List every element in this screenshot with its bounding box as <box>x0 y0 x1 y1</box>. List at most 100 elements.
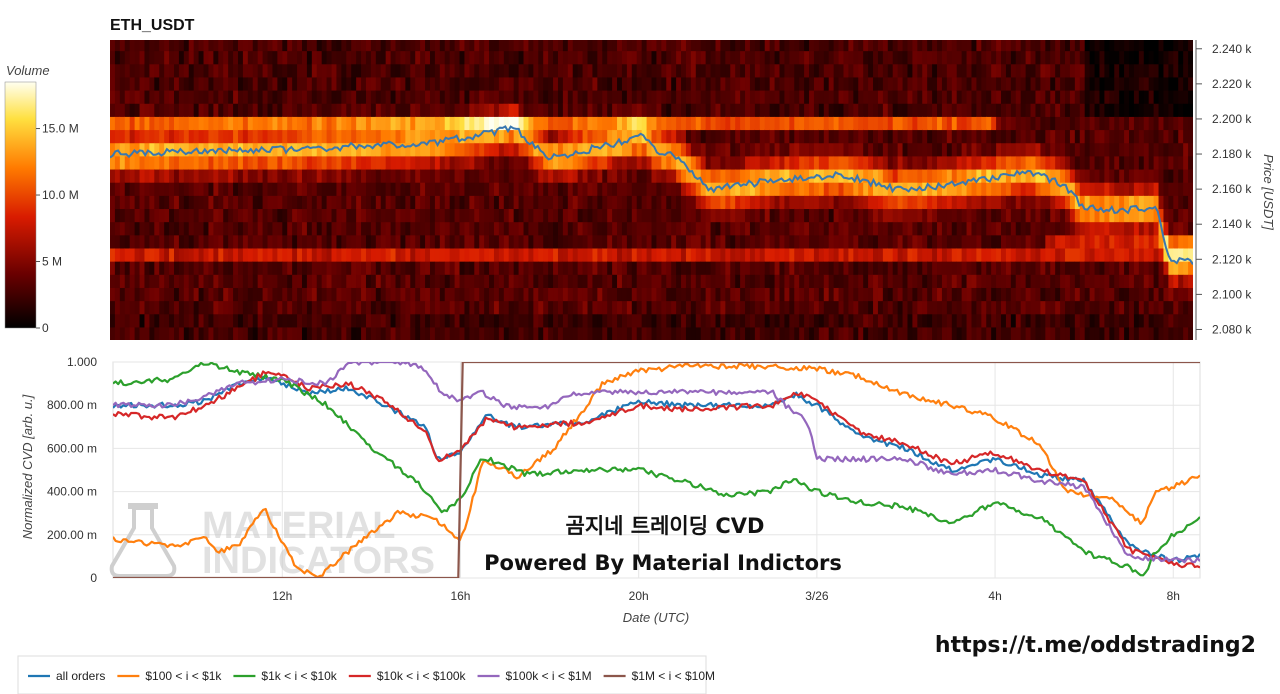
heatmap-cell <box>390 103 397 117</box>
heatmap-cell <box>415 195 421 210</box>
heatmap-cell <box>543 129 549 144</box>
heatmap-cell <box>818 103 825 117</box>
heatmap-cell <box>370 195 377 210</box>
heatmap-cell <box>198 287 205 302</box>
heatmap-cell <box>1084 142 1091 157</box>
heatmap-cell <box>833 287 840 302</box>
heatmap-cell <box>794 300 800 315</box>
heatmap-cell <box>937 234 943 249</box>
heatmap-cell <box>853 221 859 236</box>
heatmap-cell <box>400 274 406 288</box>
heatmap-cell <box>178 287 185 302</box>
heatmap-cell <box>1163 274 1169 288</box>
heatmap-cell <box>114 208 121 223</box>
heatmap-cell <box>164 76 170 91</box>
heatmap-cell <box>986 287 992 302</box>
heatmap-cell <box>621 155 628 170</box>
heatmap-cell <box>242 287 249 302</box>
heatmap-cell <box>139 182 146 196</box>
heatmap-cell <box>159 208 165 223</box>
heatmap-cell <box>169 182 175 196</box>
heatmap-cell <box>843 287 850 302</box>
heatmap-cell <box>183 313 190 328</box>
heatmap-cell <box>169 90 175 104</box>
heatmap-cell <box>1153 63 1160 78</box>
heatmap-cell <box>779 182 786 196</box>
heatmap-cell <box>956 208 963 223</box>
heatmap-cell <box>420 50 426 65</box>
heatmap-cell <box>818 168 825 183</box>
heatmap-cell <box>902 313 909 328</box>
heatmap-cell <box>198 40 205 52</box>
heatmap-cell <box>823 129 830 144</box>
heatmap-cell <box>912 195 918 210</box>
heatmap-cell <box>429 90 436 104</box>
heatmap-cell <box>612 274 618 288</box>
heatmap-cell <box>469 76 475 91</box>
heatmap-cell <box>631 182 638 196</box>
heatmap-cell <box>277 195 283 210</box>
heatmap-cell <box>124 195 131 210</box>
heatmap-cell <box>553 168 559 183</box>
heatmap-cell <box>301 103 308 117</box>
heatmap-cell <box>996 63 1002 78</box>
heatmap-cell <box>1114 50 1120 65</box>
heatmap-cell <box>690 326 697 340</box>
heatmap-cell <box>1084 76 1091 91</box>
heatmap-cell <box>572 221 579 236</box>
heatmap-cell <box>897 261 904 275</box>
heatmap-cell <box>617 155 623 170</box>
heatmap-cell <box>764 90 771 104</box>
heatmap-cell <box>1015 208 1022 223</box>
heatmap-cell <box>326 129 333 144</box>
heatmap-cell <box>823 287 830 302</box>
heatmap-cell <box>1153 76 1160 91</box>
heatmap-cell <box>646 274 653 288</box>
heatmap-cell <box>1050 142 1056 157</box>
heatmap-cell <box>375 182 382 196</box>
heatmap-cell <box>813 274 820 288</box>
heatmap-cell <box>508 50 515 65</box>
heatmap-cell <box>400 182 406 196</box>
heatmap-cell <box>503 326 510 340</box>
heatmap-cell <box>754 221 761 236</box>
heatmap-cell <box>356 287 362 302</box>
heatmap-cell <box>597 129 603 144</box>
heatmap-cell <box>474 261 480 275</box>
heatmap-cell <box>193 155 200 170</box>
heatmap-cell <box>1129 63 1135 78</box>
heatmap-cell <box>553 40 559 52</box>
heatmap-cell <box>321 195 328 210</box>
heatmap-cell <box>326 234 333 249</box>
heatmap-cell <box>705 155 712 170</box>
heatmap-cell <box>597 234 603 249</box>
heatmap-cell <box>804 116 810 131</box>
heatmap-cell <box>1069 142 1076 157</box>
heatmap-cell <box>843 142 850 157</box>
heatmap-cell <box>1104 116 1110 131</box>
heatmap-cell <box>823 50 830 65</box>
heatmap-cell <box>1158 129 1165 144</box>
heatmap-cell <box>306 40 313 52</box>
heatmap-cell <box>110 208 116 223</box>
heatmap-cell <box>508 287 515 302</box>
heatmap-cell <box>720 90 726 104</box>
heatmap-cell <box>242 168 249 183</box>
heatmap-cell <box>897 208 904 223</box>
heatmap-cell <box>612 50 618 65</box>
heatmap-cell <box>203 40 210 52</box>
heatmap-cell <box>1079 300 1086 315</box>
heatmap-cell <box>966 195 973 210</box>
heatmap-cell <box>282 195 288 210</box>
heatmap-cell <box>1079 261 1086 275</box>
heatmap-cell <box>1114 208 1120 223</box>
heatmap-cell <box>833 116 840 131</box>
heatmap-cell <box>247 76 254 91</box>
heatmap-cell <box>1079 90 1086 104</box>
heatmap-cell <box>1040 142 1046 157</box>
heatmap-cell <box>735 221 741 236</box>
heatmap-cell <box>986 221 992 236</box>
heatmap-cell <box>636 168 643 183</box>
heatmap-cell <box>749 195 756 210</box>
heatmap-cell <box>198 116 205 131</box>
